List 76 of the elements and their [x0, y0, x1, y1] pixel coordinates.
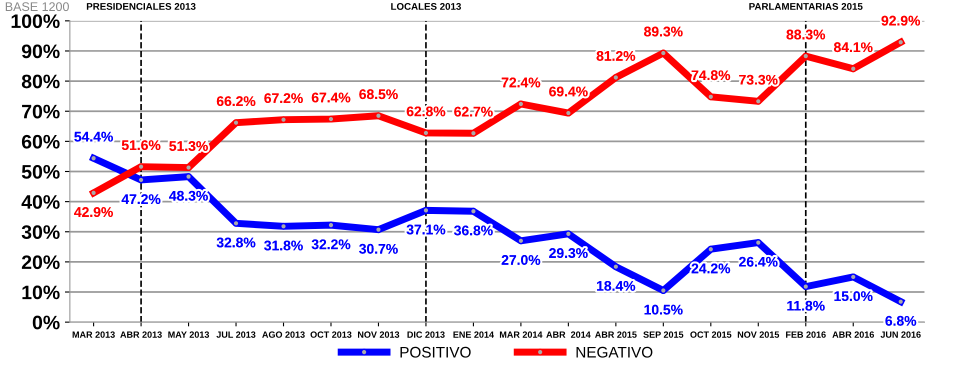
data-label: 31.8% [264, 240, 303, 250]
point [612, 74, 620, 81]
point [328, 116, 334, 123]
x-tick-label: JUL 2013 [216, 331, 256, 338]
data-label: 92.9% [882, 16, 920, 26]
ref-line-label: LOCALES 2013 [391, 3, 461, 10]
y-tick-label: 90% [22, 44, 60, 58]
point [612, 263, 620, 270]
legend-label: POSITIVO [400, 346, 471, 358]
x-tick-label: NOV 2013 [358, 331, 400, 338]
data-label: 72.4% [502, 78, 540, 88]
x-tick-label: MAR 2014 [500, 331, 542, 338]
x-tick-label: MAR 2013 [72, 331, 115, 338]
data-label: 88.3% [786, 30, 826, 40]
y-tick-label: 0% [32, 316, 60, 330]
y-tick-label: 100% [12, 14, 60, 28]
x-tick-label: MAY 2013 [168, 331, 210, 338]
data-label: 66.2% [216, 96, 256, 106]
point [897, 298, 904, 306]
data-label: 54.4% [74, 132, 113, 142]
x-tick-label: OCT 2013 [310, 331, 352, 338]
data-label: 15.0% [834, 291, 873, 302]
data-label: 69.4% [549, 86, 588, 96]
data-label: 30.7% [359, 244, 398, 254]
x-tick-label: ABR 2013 [120, 331, 162, 338]
data-label: 42.9% [74, 207, 113, 217]
data-label: 27.0% [502, 255, 540, 265]
data-label: 62.8% [406, 106, 446, 116]
point [90, 189, 98, 196]
data-label: 67.2% [264, 93, 303, 104]
data-label: 6.8% [885, 316, 916, 326]
data-label: 10.5% [644, 304, 683, 315]
y-tick-label: 60% [22, 134, 60, 149]
data-label: 81.2% [596, 51, 636, 61]
data-label: 36.8% [454, 226, 493, 236]
text: BASE 1200 [6, 2, 69, 12]
ref-line-label: PARLAMENTARIAS 2015 [749, 3, 863, 10]
x-tick-label: JUN 2016 [880, 331, 921, 338]
data-label: 32.8% [216, 238, 256, 248]
x-tick-label: SEP 2015 [643, 331, 684, 338]
data-label: 89.3% [644, 26, 683, 36]
x-tick-label: ABR 2016 [832, 331, 874, 338]
x-tick-label: DIC 2013 [407, 331, 445, 338]
data-label: 32.2% [312, 239, 350, 250]
point [328, 222, 334, 229]
legend-label: NEGATIVO [576, 346, 652, 358]
x-tick-label: ABR 2014 [546, 331, 591, 338]
y-tick-label: 20% [22, 255, 60, 270]
data-label: 51.6% [122, 140, 160, 150]
point [897, 38, 904, 46]
y-tick-label: 10% [22, 285, 60, 300]
data-label: 62.7% [454, 106, 493, 117]
x-tick-label: NOV 2015 [738, 331, 780, 338]
data-label: 11.8% [787, 300, 825, 311]
y-tick-label: 40% [22, 195, 60, 209]
x-tick-label: ENE 2014 [453, 331, 494, 338]
ref-line-label: PRESIDENCIALES 2013 [86, 3, 196, 10]
data-label: 74.8% [692, 70, 730, 80]
y-tick-label: 80% [22, 74, 60, 88]
data-label: 24.2% [692, 263, 730, 274]
data-label: 84.1% [834, 42, 873, 52]
data-label: 47.2% [122, 194, 160, 204]
point [90, 154, 98, 162]
y-tick-label: 50% [22, 164, 60, 179]
x-tick-label: ABR 2015 [595, 331, 637, 338]
x-tick-label: OCT 2015 [690, 331, 732, 338]
x-tick-label: FEB 2016 [786, 331, 826, 338]
data-label: 67.4% [312, 92, 350, 102]
data-label: 29.3% [549, 248, 588, 258]
data-label: 68.5% [359, 89, 398, 100]
y-tick-label: 70% [22, 104, 60, 118]
x-tick-label: AGO 2013 [262, 331, 305, 338]
point [280, 222, 287, 230]
y-tick-label: 30% [22, 225, 60, 240]
point [280, 116, 287, 124]
data-label: 18.4% [597, 280, 636, 291]
